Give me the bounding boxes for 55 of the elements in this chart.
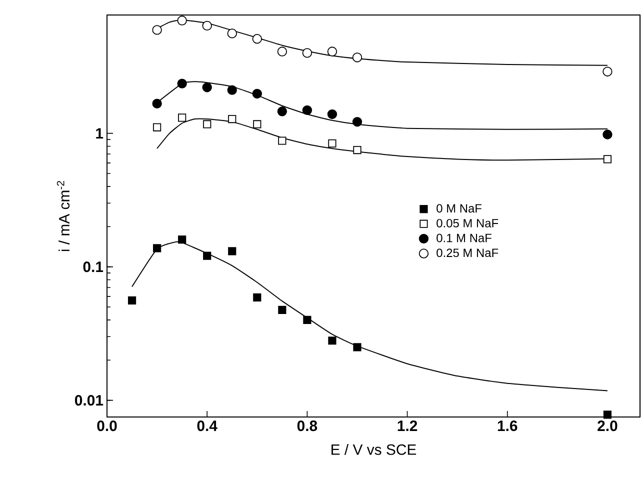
point xyxy=(277,46,288,56)
x-tick-label: 1.2 xyxy=(398,420,418,431)
point xyxy=(178,114,186,122)
x-tick-label: 2.0 xyxy=(598,420,618,432)
point xyxy=(128,296,136,304)
point xyxy=(327,109,338,120)
point xyxy=(227,85,237,95)
point xyxy=(303,316,312,324)
x-tick-label: 0.8 xyxy=(297,420,318,432)
legend-label: 0.05 M NaF xyxy=(436,218,498,228)
x-tick-label: 0.0 xyxy=(97,420,117,432)
x-tick-label: 1.6 xyxy=(498,420,518,432)
point xyxy=(203,252,212,260)
point xyxy=(153,244,162,252)
point xyxy=(302,105,312,116)
point xyxy=(253,120,262,128)
y-axis-title: i / mA cm$^{-2}$ xyxy=(56,181,70,252)
point xyxy=(352,52,362,62)
point xyxy=(202,20,212,31)
legend-label: 0.25 M NaF xyxy=(436,248,498,258)
y-tick-label: 0.01 xyxy=(74,395,104,406)
point xyxy=(353,343,362,352)
point xyxy=(153,123,162,132)
point xyxy=(602,130,612,140)
point xyxy=(328,336,336,345)
point xyxy=(327,46,338,56)
point xyxy=(328,139,336,148)
point xyxy=(353,146,362,154)
point xyxy=(178,236,186,244)
legend-label: 0 M NaF xyxy=(436,204,482,213)
point xyxy=(152,98,162,108)
point xyxy=(278,136,286,145)
point xyxy=(252,88,262,99)
point xyxy=(252,34,262,44)
point xyxy=(177,78,187,88)
point xyxy=(177,16,187,26)
point xyxy=(228,247,236,256)
legend-label: 0.1 M NaF xyxy=(436,234,492,242)
point xyxy=(277,106,288,116)
point xyxy=(253,293,262,302)
point xyxy=(228,114,236,124)
y-tick-label: 0.1 xyxy=(83,262,104,272)
x-tick-label: 0.4 xyxy=(197,420,218,432)
point xyxy=(278,306,286,314)
point xyxy=(227,28,237,38)
point xyxy=(202,82,212,92)
point xyxy=(603,410,612,419)
point xyxy=(603,155,612,164)
point xyxy=(302,48,312,58)
point xyxy=(203,120,212,128)
point xyxy=(152,25,162,35)
point xyxy=(602,66,612,76)
x-axis-title: E / V vs SCE xyxy=(332,444,416,455)
y-tick-label: 1 xyxy=(96,128,104,138)
point xyxy=(352,116,362,127)
